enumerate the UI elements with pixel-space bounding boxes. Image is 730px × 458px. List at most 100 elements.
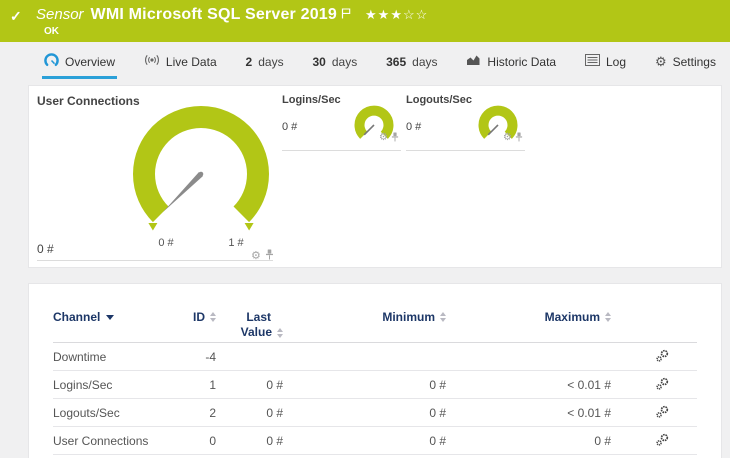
logins-gauge-value: 0 #: [282, 121, 298, 133]
pin-icon[interactable]: [515, 129, 523, 147]
tab-historic-data-label: Historic Data: [487, 54, 557, 69]
channel-id: -4: [205, 349, 216, 364]
sort-icon: [277, 327, 283, 338]
channel-last-value: 0 #: [266, 433, 283, 448]
logouts-gauge[interactable]: [475, 104, 521, 142]
channel-name: Logins/Sec: [53, 377, 113, 392]
logins-gauge-block: Logins/Sec 0 # ⚙: [282, 94, 401, 151]
stars-empty[interactable]: ☆☆: [402, 7, 429, 22]
column-header-maximum[interactable]: Maximum: [446, 310, 611, 324]
table-row-downtime: Downtime -4: [53, 343, 697, 371]
column-header-maximum-label: Maximum: [544, 310, 600, 324]
live-data-icon: [144, 53, 160, 70]
tab-historic-data[interactable]: Historic Data: [464, 50, 558, 79]
channel-settings-icon[interactable]: [655, 405, 669, 421]
table-row-logins: Logins/Sec 1 0 # 0 # < 0.01 #: [53, 371, 697, 399]
channel-maximum: 0 #: [594, 433, 611, 448]
logouts-gauge-actions: ⚙: [503, 129, 523, 147]
column-header-channel-label: Channel: [53, 310, 101, 324]
tab-2-days[interactable]: 2 days: [244, 50, 286, 79]
logins-gauge-actions: ⚙: [379, 129, 399, 147]
tab-live-data-label: Live Data: [165, 54, 217, 69]
channel-name: Logouts/Sec: [53, 405, 120, 420]
tab-log[interactable]: Log: [583, 50, 628, 79]
channel-minimum: 0 #: [429, 433, 446, 448]
tab-settings-label: Settings: [672, 54, 716, 69]
channel-name: User Connections: [53, 433, 149, 448]
column-header-id[interactable]: ID: [173, 310, 216, 324]
channel-name: Downtime: [53, 349, 107, 364]
pin-icon[interactable]: [391, 129, 399, 147]
tab-365-days-number: 365: [386, 54, 407, 69]
gauge-settings-gear-icon[interactable]: ⚙: [379, 132, 388, 143]
channels-panel: Channel ID Last Value Minimum Maximum: [28, 283, 722, 458]
channels-table: Channel ID Last Value Minimum Maximum: [29, 284, 721, 455]
pin-icon[interactable]: [265, 247, 274, 265]
tab-365-days[interactable]: 365 days: [384, 50, 439, 79]
stars-filled[interactable]: ★★★: [365, 7, 403, 22]
channel-id: 1: [209, 377, 216, 392]
sort-icon: [605, 312, 611, 322]
tab-30-days-word: days: [331, 54, 358, 69]
channel-maximum: < 0.01 #: [567, 377, 611, 392]
column-header-value-label: Value: [240, 325, 272, 339]
tab-2-days-word: days: [258, 54, 284, 69]
column-header-channel[interactable]: Channel: [53, 310, 173, 324]
status-badge: OK: [44, 26, 59, 37]
channel-id: 0: [209, 433, 216, 448]
primary-gauge-min-label: 0 #: [158, 237, 174, 249]
gear-icon: ⚙: [654, 54, 667, 69]
gauge-settings-gear-icon[interactable]: ⚙: [503, 132, 512, 143]
logouts-gauge-title: Logouts/Sec: [406, 94, 473, 106]
tab-log-label: Log: [606, 54, 627, 69]
priority-flag-icon[interactable]: [341, 6, 351, 24]
column-header-last-label: Last: [246, 310, 271, 324]
logouts-gauge-block: Logouts/Sec 0 # ⚙: [406, 94, 525, 151]
sensor-title-line: Sensor WMI Microsoft SQL Server 2019 ★★★…: [36, 6, 428, 30]
page-title: WMI Microsoft SQL Server 2019: [90, 6, 338, 23]
tab-365-days-word: days: [412, 54, 438, 69]
channel-minimum: 0 #: [429, 405, 446, 420]
priority-stars[interactable]: ★★★☆☆: [365, 7, 428, 23]
tab-30-days[interactable]: 30 days: [310, 50, 359, 79]
tab-2-days-number: 2: [245, 54, 253, 69]
channel-maximum: < 0.01 #: [567, 405, 611, 420]
column-header-last-value[interactable]: Last Value: [216, 310, 283, 340]
sort-icon: [440, 312, 446, 322]
tab-bar: Overview Live Data 2 days 30 days 365 da…: [0, 42, 730, 85]
tab-settings[interactable]: ⚙ Settings: [653, 50, 718, 79]
primary-gauge-title: User Connections: [37, 94, 140, 108]
channel-id: 2: [209, 405, 216, 420]
tab-overview[interactable]: Overview: [42, 50, 118, 79]
sort-icon: [210, 312, 216, 322]
primary-gauge-max-label: 1 #: [228, 237, 244, 249]
primary-gauge-value: 0 #: [37, 242, 54, 256]
bar-chart-icon: [466, 54, 481, 69]
tab-30-days-number: 30: [312, 54, 326, 69]
tab-overview-label: Overview: [65, 54, 116, 69]
channel-settings-icon[interactable]: [655, 349, 669, 365]
sensor-status-header: ✓ Sensor WMI Microsoft SQL Server 2019 ★…: [0, 0, 730, 42]
channel-last-value: 0 #: [266, 405, 283, 420]
gauge-icon: [44, 52, 59, 71]
user-connections-gauge[interactable]: [121, 92, 281, 240]
column-header-minimum[interactable]: Minimum: [283, 310, 446, 324]
channel-settings-icon[interactable]: [655, 377, 669, 393]
tab-live-data[interactable]: Live Data: [142, 50, 219, 79]
channel-last-value: 0 #: [266, 377, 283, 392]
column-header-minimum-label: Minimum: [382, 310, 435, 324]
sensor-kind-label: Sensor: [36, 6, 84, 23]
gauge-settings-gear-icon[interactable]: ⚙: [251, 249, 261, 262]
channel-settings-icon[interactable]: [655, 433, 669, 449]
log-list-icon: [585, 54, 600, 69]
table-row-user-connections: User Connections 0 0 # 0 # 0 #: [53, 427, 697, 455]
status-check-icon: ✓: [10, 8, 22, 24]
divider: [37, 260, 273, 261]
table-row-logouts: Logouts/Sec 2 0 # 0 # < 0.01 #: [53, 399, 697, 427]
logouts-gauge-value: 0 #: [406, 121, 422, 133]
gauges-panel: User Connections 0 # 1 # 0 # ⚙ Logins/Se…: [28, 85, 722, 268]
logins-gauge[interactable]: [351, 104, 397, 142]
sort-desc-icon: [106, 314, 115, 320]
logins-gauge-title: Logins/Sec: [282, 94, 341, 106]
column-header-id-label: ID: [193, 310, 205, 324]
